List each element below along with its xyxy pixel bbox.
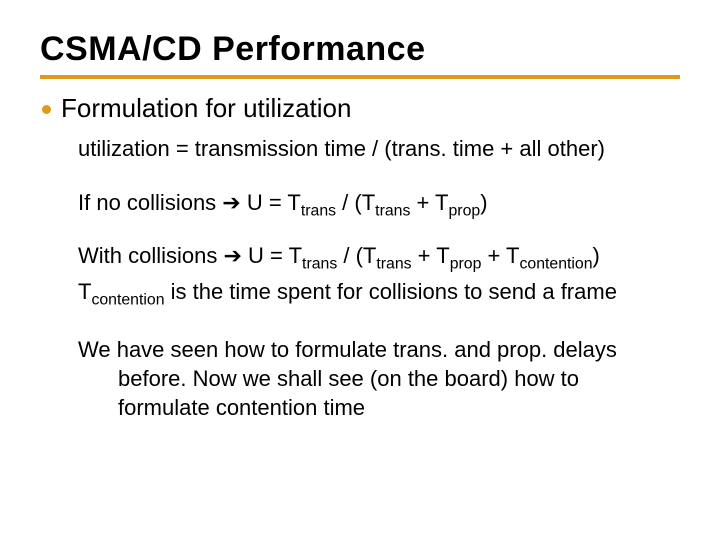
equation-with-collisions: With collisions ➔ U = Ttrans / (Ttrans +…	[78, 241, 680, 271]
eq2-sub2: trans	[375, 202, 410, 219]
slide: CSMA/CD Performance Formulation for util…	[0, 0, 720, 540]
slide-body: utilization = transmission time / (trans…	[78, 134, 680, 307]
eq3-sub3: prop	[450, 256, 482, 273]
eq4-sub: contention	[91, 291, 164, 308]
eq2-sub3: prop	[449, 202, 481, 219]
closing-line-3: formulate contention time	[78, 393, 660, 422]
bullet-dot-icon	[42, 105, 51, 114]
closing-paragraph: We have seen how to formulate trans. and…	[78, 335, 680, 422]
eq2-mid2: + T	[410, 190, 448, 215]
eq2-end: )	[480, 190, 487, 215]
bullet-item: Formulation for utilization	[42, 93, 680, 124]
title-underline	[40, 75, 680, 79]
eq3-mid2: + T	[412, 243, 450, 268]
arrow-icon: ➔	[223, 243, 241, 268]
eq3-sub2: trans	[376, 256, 411, 273]
closing-line-1: We have seen how to formulate trans. and…	[78, 335, 660, 364]
equation-no-collisions: If no collisions ➔ U = Ttrans / (Ttrans …	[78, 188, 680, 218]
eq2-pre: If no collisions	[78, 190, 222, 215]
eq3-end: )	[593, 243, 600, 268]
eq2-mid: / (T	[336, 190, 375, 215]
contention-definition: Tcontention is the time spent for collis…	[78, 277, 680, 307]
eq3-pre: With collisions	[78, 243, 223, 268]
arrow-icon: ➔	[222, 190, 240, 215]
slide-title: CSMA/CD Performance	[40, 30, 680, 69]
bullet-text: Formulation for utilization	[61, 93, 351, 124]
eq3-mid3: + T	[481, 243, 519, 268]
eq3-sub1: trans	[302, 256, 337, 273]
equation-utilization: utilization = transmission time / (trans…	[78, 134, 680, 164]
eq3-sub4: contention	[520, 256, 593, 273]
closing-line-2: before. Now we shall see (on the board) …	[78, 364, 660, 393]
eq3-mid: / (T	[337, 243, 376, 268]
eq2-post: U = T	[241, 190, 301, 215]
eq4-t: T	[78, 279, 91, 304]
eq3-post: U = T	[242, 243, 302, 268]
eq4-rest: is the time spent for collisions to send…	[165, 279, 617, 304]
eq2-sub1: trans	[301, 202, 336, 219]
